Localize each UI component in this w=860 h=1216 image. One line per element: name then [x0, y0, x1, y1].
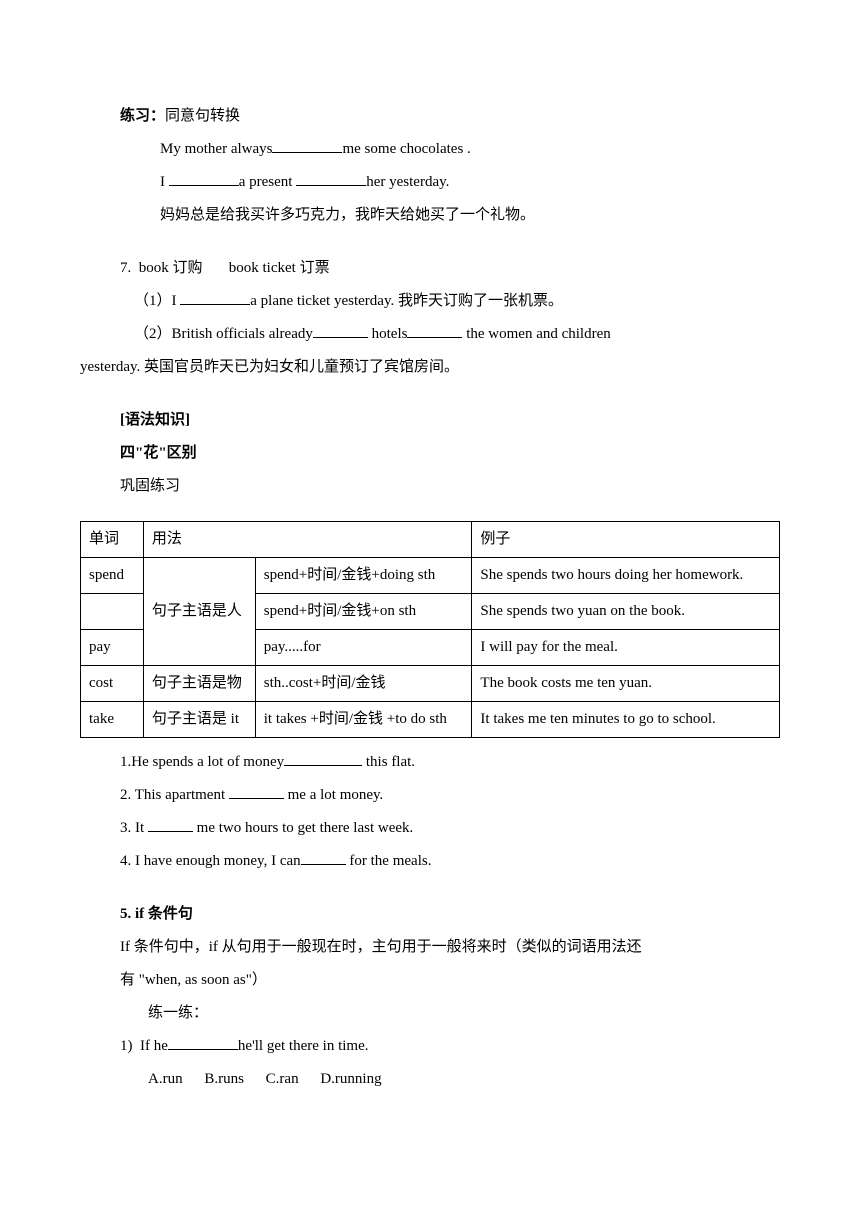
cell-pay: pay	[81, 630, 144, 666]
blank[interactable]	[229, 781, 284, 799]
item7-sub2-label: （2）	[134, 326, 172, 342]
item7-sub1a: I	[172, 293, 181, 309]
grammar-title: 四"花"区别	[80, 437, 780, 470]
item7-headb: book ticket 订票	[229, 260, 330, 276]
table-header-usage: 用法	[143, 522, 472, 558]
practice-line2c: her yesterday.	[366, 174, 449, 190]
blank[interactable]	[301, 847, 346, 865]
blank[interactable]	[284, 748, 362, 766]
cell-cost: cost	[81, 666, 144, 702]
item7-sub2-line2: yesterday. 英国官员昨天已为妇女和儿童预订了宾馆房间。	[80, 351, 780, 384]
cell-spend-ex2: She spends two yuan on the book.	[472, 594, 780, 630]
item5-q1a: If he	[140, 1038, 168, 1054]
item7-sub1b: a plane ticket yesterday. 我昨天订购了一张机票。	[250, 293, 563, 309]
cell-cost-usage: 句子主语是物	[143, 666, 255, 702]
cell-take-ex: It takes me ten minutes to go to school.	[472, 702, 780, 738]
practice-line3: 妈妈总是给我买许多巧克力，我昨天给她买了一个礼物。	[120, 199, 780, 232]
grammar-table: 单词 用法 例子 spend 句子主语是人 spend+时间/金钱+doing …	[80, 521, 780, 738]
item7-sub2a: British officials already	[172, 326, 313, 342]
practice-line1a: My mother always	[160, 141, 272, 157]
cell-take: take	[81, 702, 144, 738]
blank[interactable]	[148, 814, 193, 832]
blank[interactable]	[313, 320, 368, 338]
item7-num: 7.	[120, 260, 131, 276]
cell-spend-pat2: spend+时间/金钱+on sth	[255, 594, 472, 630]
table-header-example: 例子	[472, 522, 780, 558]
ex4a: 4. I have enough money, I can	[120, 853, 301, 869]
item5-desc2: 有 "when, as soon as"）	[120, 964, 780, 997]
item5-practice-label: 练一练：	[120, 997, 780, 1030]
blank[interactable]	[272, 135, 342, 153]
ex3b: me two hours to get there last week.	[193, 820, 413, 836]
ex1b: this flat.	[362, 754, 415, 770]
practice-label: 练习：	[120, 108, 165, 124]
cell-spend-ex1: She spends two hours doing her homework.	[472, 558, 780, 594]
item7-sub2c: the women and children	[462, 326, 610, 342]
item7-sub1-label: （1）	[134, 293, 172, 309]
practice-title: 同意句转换	[165, 108, 240, 124]
cell-take-pat: it takes +时间/金钱 +to do sth	[255, 702, 472, 738]
item7-heada: book 订购	[139, 260, 203, 276]
table-row: 单词 用法 例子	[81, 522, 780, 558]
item5-q1b: he'll get there in time.	[238, 1038, 369, 1054]
cell-pay-pat: pay.....for	[255, 630, 472, 666]
cell-pay-ex: I will pay for the meal.	[472, 630, 780, 666]
blank[interactable]	[296, 168, 366, 186]
practice-line2b: a present	[239, 174, 296, 190]
table-row: take 句子主语是 it it takes +时间/金钱 +to do sth…	[81, 702, 780, 738]
cell-spend-usage: 句子主语是人	[143, 558, 255, 666]
item5-q1-num: 1)	[120, 1038, 133, 1054]
choice-c[interactable]: C.ran	[266, 1071, 299, 1087]
table-row: cost 句子主语是物 sth..cost+时间/金钱 The book cos…	[81, 666, 780, 702]
cell-spend-pat1: spend+时间/金钱+doing sth	[255, 558, 472, 594]
choice-a[interactable]: A.run	[148, 1071, 183, 1087]
cell-spend: spend	[81, 558, 144, 594]
ex1a: 1.He spends a lot of money	[120, 754, 284, 770]
cell-cost-ex: The book costs me ten yuan.	[472, 666, 780, 702]
ex2a: 2. This apartment	[120, 787, 229, 803]
table-header-word: 单词	[81, 522, 144, 558]
blank[interactable]	[169, 168, 239, 186]
blank[interactable]	[180, 287, 250, 305]
ex2b: me a lot money.	[284, 787, 383, 803]
choice-b[interactable]: B.runs	[204, 1071, 244, 1087]
blank[interactable]	[407, 320, 462, 338]
item5-title: 5. if 条件句	[120, 898, 780, 931]
ex3a: 3. It	[120, 820, 148, 836]
cell-take-usage: 句子主语是 it	[143, 702, 255, 738]
table-row: spend 句子主语是人 spend+时间/金钱+doing sth She s…	[81, 558, 780, 594]
blank[interactable]	[168, 1032, 238, 1050]
practice-line1b: me some chocolates .	[342, 141, 470, 157]
choice-d[interactable]: D.running	[320, 1071, 381, 1087]
item7-sub2b: hotels	[368, 326, 408, 342]
grammar-subtitle: 巩固练习	[80, 470, 780, 503]
item5-desc1: If 条件句中，if 从句用于一般现在时，主句用于一般将来时（类似的词语用法还	[120, 931, 780, 964]
practice-line2a: I	[160, 174, 169, 190]
ex4b: for the meals.	[346, 853, 432, 869]
grammar-header: [语法知识]	[120, 404, 780, 437]
cell-cost-pat: sth..cost+时间/金钱	[255, 666, 472, 702]
